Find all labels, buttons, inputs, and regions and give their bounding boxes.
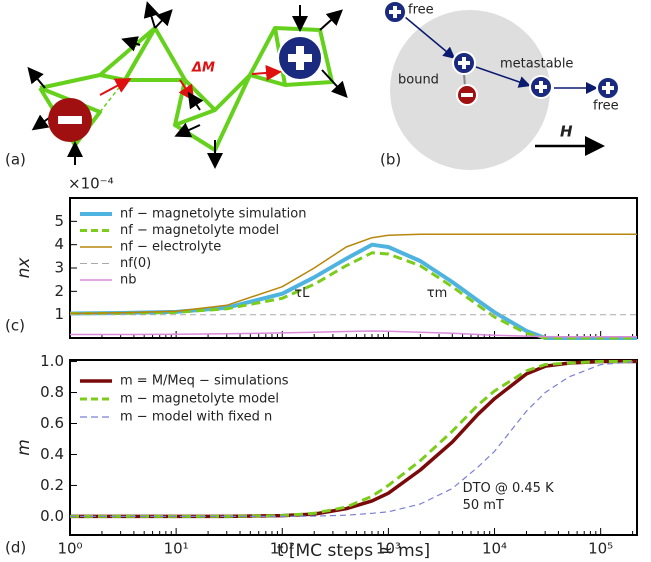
y-tick-label: 0.6 [40,414,64,432]
y-axis-label: m [14,439,34,456]
y-tick-label: 3 [54,259,64,277]
legend-label: m − magnetolyte model [120,392,279,407]
y-tick-label: 4 [54,235,64,253]
y-axis-label: nx [14,257,34,279]
y-tick-label: 1.0 [40,352,64,370]
x-tick-label: 10⁰ [57,540,82,558]
legend-label: m = M/Meq − simulations [120,374,289,389]
annotation: τm [427,286,448,301]
legend-label: nb [120,273,137,288]
y-tick-label: 0.8 [40,383,64,401]
y-tick-label: 1 [54,305,64,323]
legend-label: nf(0) [120,256,151,271]
series-line [70,330,637,338]
free-label: free [593,99,619,114]
annotation: DTO @ 0.45 K [463,481,555,496]
y-tick-label: 0.4 [40,445,64,463]
diagram-b: free bound metastable free H (b) [380,0,620,170]
x-tick-label: 10⁴ [482,540,507,558]
x-axis-label: t [MC steps ≃ ms] [277,541,430,561]
panel-label: (c) [5,317,25,335]
free-label: free [408,3,434,18]
series-line [69,242,637,340]
series-line [70,360,637,518]
y-tick-label: 0.2 [40,476,64,494]
field-label: H [560,123,573,141]
panel-label: (a) [5,151,26,169]
y-tick-label: 0.0 [40,507,64,525]
panel-label: (b) [380,151,401,169]
panel-label: (d) [5,539,26,557]
legend-label: nf − magnetolyte model [120,223,279,238]
bound-label: bound [398,73,439,88]
y-multiplier: ×10⁻⁴ [68,175,114,193]
legend-label: nf − electrolyte [120,240,221,255]
y-tick-label: 2 [54,282,64,300]
legend-label: m − model with fixed n [120,410,272,425]
x-tick-label: 10² [270,540,295,558]
x-tick-label: 10³ [376,540,401,558]
legend-label: nf − magnetolyte simulation [120,207,306,222]
series-line [69,251,637,340]
annotation: 50 mT [463,498,504,513]
series-line [70,360,638,517]
x-tick-label: 10¹ [164,540,189,558]
metastable-label: metastable [500,57,573,72]
plot-area [69,359,638,536]
y-tick-label: 5 [54,212,64,230]
series-line [69,233,637,315]
x-tick-label: 10⁵ [588,540,613,558]
annotation: τL [294,286,310,301]
delta-m-label: ΔM [191,61,215,76]
diagram-a: ΔM (a) [5,1,348,169]
